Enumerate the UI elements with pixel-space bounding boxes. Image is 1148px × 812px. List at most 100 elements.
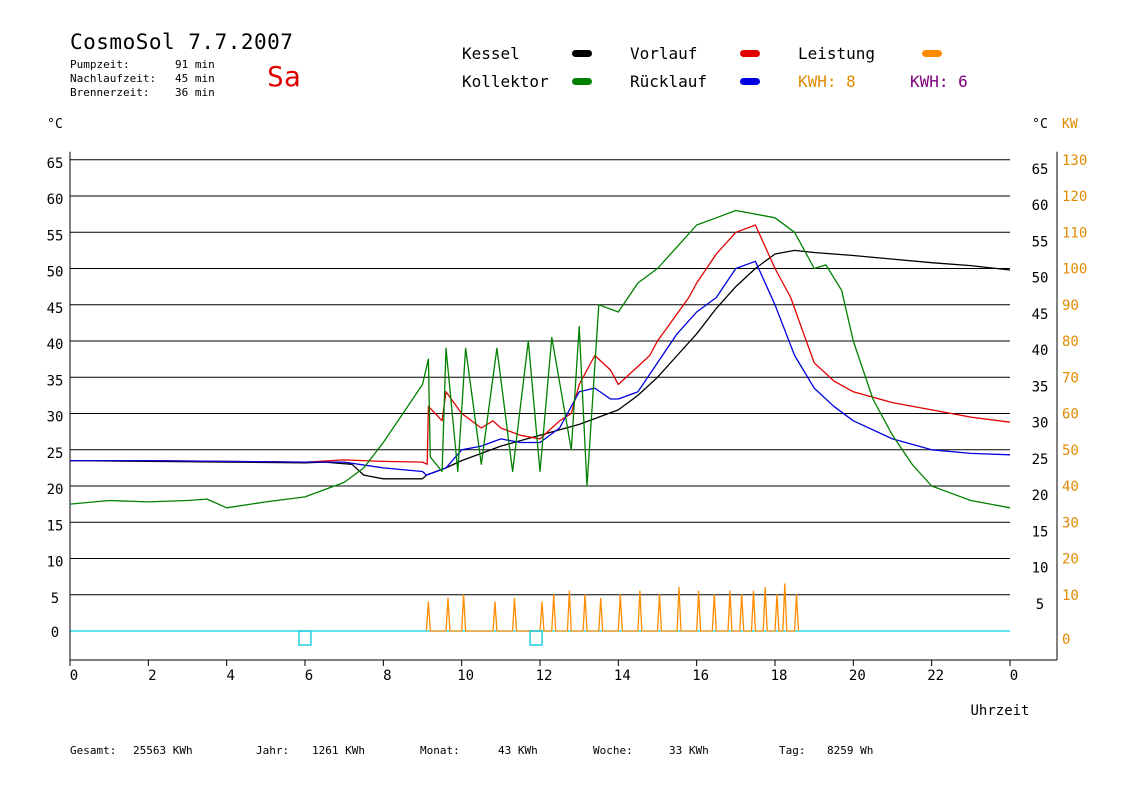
footer-monat-label: Monat: (420, 744, 460, 757)
y-right-tick-label: 35 (1032, 379, 1049, 395)
legend-kwh-orange: KWH: 8 (798, 72, 856, 91)
y-kw-tick-label: 120 (1062, 189, 1087, 205)
y-kw-tick-label: 40 (1062, 479, 1079, 495)
y-right-tick-label: 15 (1032, 524, 1049, 540)
legend-kollektor-label: Kollektor (462, 72, 549, 91)
y-kw-tick-label: 60 (1062, 407, 1079, 423)
footer-tag-label: Tag: (779, 744, 806, 757)
y-kw-tick-label: 90 (1062, 298, 1079, 314)
x-tick-label: 16 (692, 668, 709, 684)
legend-ruecklauf-label: Rücklauf (630, 72, 708, 91)
y-left-tick-label: 65 (47, 156, 64, 172)
marker-square (298, 630, 312, 646)
y-kw-tick-label: 10 (1062, 588, 1079, 604)
x-tick-label: 12 (536, 668, 553, 684)
x-tick-label: 14 (614, 668, 631, 684)
legend-leistung-label: Leistung (798, 44, 876, 63)
marker-square (529, 630, 543, 646)
y-right-tick-label: 30 (1032, 416, 1049, 432)
brennerzeit-label: Brennerzeit: (70, 86, 150, 99)
y-right-tick-label: 45 (1032, 307, 1049, 323)
y-left-tick-label: 5 (51, 591, 59, 607)
y-kw-tick-label: 0 (1062, 632, 1070, 648)
y-left-tick-label: 45 (47, 301, 64, 317)
x-tick-label: 10 (457, 668, 474, 684)
nachlaufzeit-label: Nachlaufzeit: (70, 72, 157, 85)
y-right-tick-label: 50 (1032, 271, 1049, 287)
y-left-tick-label: 20 (47, 482, 64, 498)
y-kw-unit: KW (1062, 117, 1078, 132)
x-axis-title: Uhrzeit (970, 703, 1029, 719)
series-line-vorlauf (70, 224, 1011, 465)
legend-ruecklauf-swatch (740, 78, 760, 85)
y-right-tick-label: 40 (1032, 343, 1049, 359)
x-tick-label: 2 (148, 668, 156, 684)
x-tick-label: 20 (849, 668, 866, 684)
y-kw-tick-label: 20 (1062, 552, 1079, 568)
footer-woche-value: 33 KWh (669, 744, 709, 757)
series-lines (69, 209, 1011, 632)
series-line-kollektor (69, 209, 1011, 509)
footer-monat-value: 43 KWh (498, 744, 538, 757)
y-right-tick-label: 65 (1032, 162, 1049, 178)
x-tick-label: 18 (771, 668, 788, 684)
legend-leistung-swatch (922, 50, 942, 57)
nachlaufzeit-value: 45 min (175, 72, 215, 85)
x-tick-label: 6 (305, 668, 313, 684)
y-left-tick-label: 60 (47, 192, 64, 208)
axis-labels: 0 2 4 6 8 10 12 14 16 18 20 22 0 Uhrzeit 0 5 10 15 20 25 30 3… (47, 117, 1088, 719)
y-right-tick-label: 10 (1032, 561, 1049, 577)
weekday-label: Sa (267, 60, 301, 93)
y-left-tick-label: 35 (47, 373, 64, 389)
y-kw-tick-label: 50 (1062, 443, 1079, 459)
y-right-tick-label: 55 (1032, 234, 1049, 250)
legend-kessel-swatch (572, 50, 592, 57)
y-kw-tick-label: 110 (1062, 225, 1087, 241)
series-line-rücklauf (70, 260, 1011, 476)
legend-kollektor-swatch (572, 78, 592, 85)
y-kw-tick-label: 80 (1062, 334, 1079, 350)
y-right-tick-label: 60 (1032, 198, 1049, 214)
y-left-tick-label: 0 (51, 625, 59, 641)
footer-tag-value: 8259 Wh (827, 744, 874, 757)
y-left-tick-label: 40 (47, 337, 64, 353)
footer-gesamt-value: 25563 KWh (133, 744, 193, 757)
chart-title: CosmoSol 7.7.2007 (70, 30, 294, 54)
pumpzeit-value: 91 min (175, 58, 215, 71)
pumpzeit-label: Pumpzeit: (70, 58, 130, 71)
footer-gesamt-label: Gesamt: (70, 744, 117, 757)
series-line-leistung (425, 583, 800, 632)
legend-kwh-purple: KWH: 6 (910, 72, 968, 91)
y-left-tick-label: 25 (47, 446, 64, 462)
x-tick-label: 0 (1010, 668, 1018, 684)
legend-vorlauf-label: Vorlauf (630, 44, 698, 63)
axes (69, 151, 1058, 666)
y-kw-tick-label: 100 (1062, 262, 1087, 278)
y-right-tick-label: 25 (1032, 452, 1049, 468)
y-kw-tick-label: 70 (1062, 370, 1079, 386)
y-left-tick-label: 10 (47, 555, 64, 571)
x-tick-label: 0 (70, 668, 78, 684)
footer-woche-label: Woche: (593, 744, 633, 757)
y-left-tick-label: 50 (47, 265, 64, 281)
y-kw-tick-label: 30 (1062, 515, 1079, 531)
legend-vorlauf-swatch (740, 50, 760, 57)
y-left-tick-label: 15 (47, 518, 64, 534)
x-tick-label: 4 (226, 668, 234, 684)
y-right-tick-label: 5 (1036, 597, 1044, 613)
y-left-tick-label: 55 (47, 228, 64, 244)
x-tick-label: 8 (383, 668, 391, 684)
legend-kessel-label: Kessel (462, 44, 520, 63)
markers (298, 630, 543, 646)
y-right-unit: °C (1032, 117, 1048, 132)
y-right-tick-label: 20 (1032, 488, 1049, 504)
y-left-unit: °C (47, 117, 63, 132)
series-line-kessel (69, 249, 1011, 480)
footer-jahr-label: Jahr: (256, 744, 290, 757)
brennerzeit-value: 36 min (175, 86, 215, 99)
x-tick-label: 22 (927, 668, 944, 684)
grid-lines (70, 159, 1010, 632)
footer-jahr-value: 1261 KWh (312, 744, 365, 757)
y-left-tick-label: 30 (47, 410, 64, 426)
